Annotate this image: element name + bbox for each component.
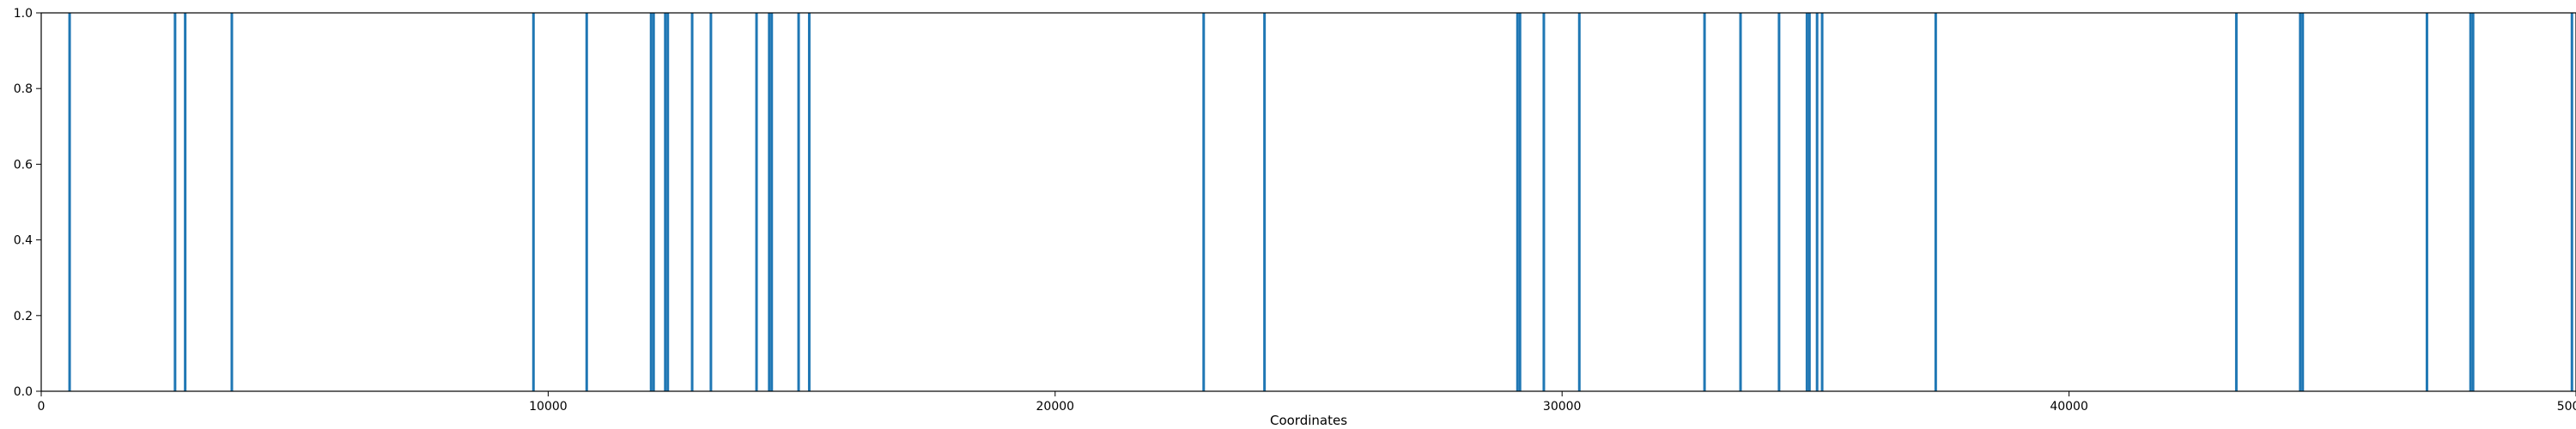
x-tick-label-3: 30000 (1543, 400, 1582, 414)
y-tick-label-2: 0.4 (14, 234, 33, 248)
y-tick-label-3: 0.6 (14, 158, 33, 172)
y-axis-ticks: 0.0 0.2 0.4 0.6 0.8 1.0 (14, 7, 41, 399)
bars-group (68, 13, 2573, 391)
x-tick-label-2: 20000 (1036, 400, 1075, 414)
y-tick-label-0: 0.0 (14, 385, 33, 399)
y-tick-label-1: 0.2 (14, 310, 33, 323)
y-tick-label-5: 1.0 (14, 7, 33, 21)
x-tick-label-1: 10000 (529, 400, 568, 414)
x-tick-label-5: 50000 (2557, 400, 2576, 414)
y-tick-label-4: 0.8 (14, 82, 33, 96)
x-axis-label: Coordinates (1270, 413, 1347, 428)
plot-frame (40, 12, 2576, 392)
x-tick-label-4: 40000 (2050, 400, 2088, 414)
x-tick-label-0: 0 (38, 400, 46, 414)
plot-area (41, 13, 2576, 391)
x-axis-ticks: 0 10000 20000 30000 40000 50000 (38, 391, 2576, 414)
